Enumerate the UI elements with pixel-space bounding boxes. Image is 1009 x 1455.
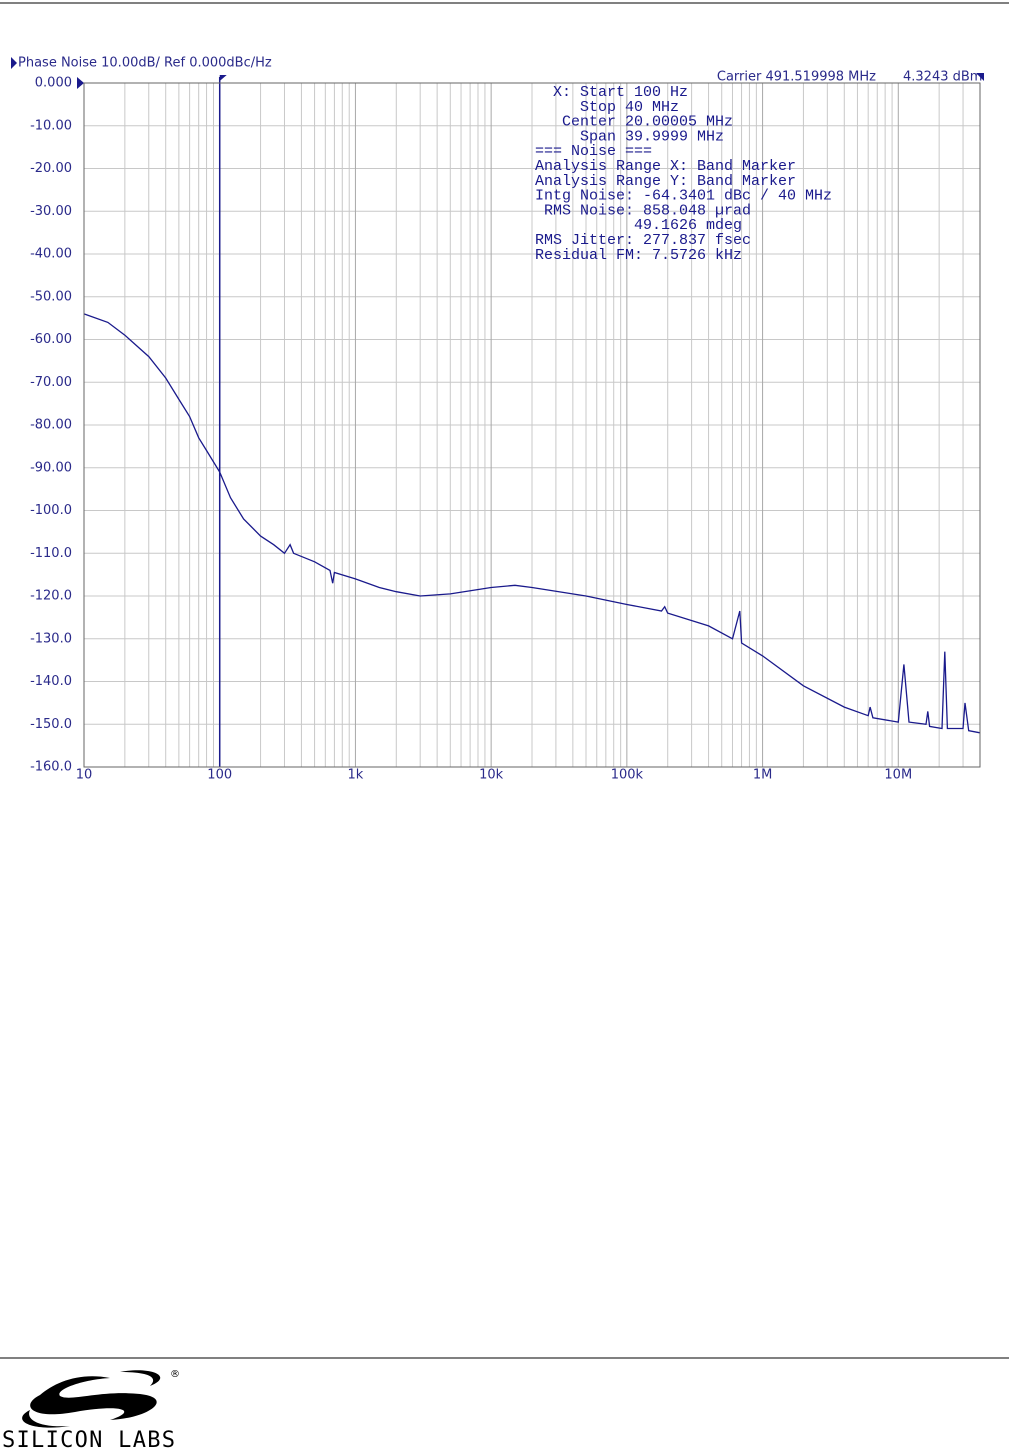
logo-swoosh <box>22 1410 70 1428</box>
annotation-line: Analysis Range X: Band Marker <box>535 158 796 175</box>
annotation-line: RMS Noise: 858.048 µrad <box>535 202 751 219</box>
annotation-line: Span 39.9999 MHz <box>535 128 724 145</box>
chart-title: Phase Noise 10.00dB/ Ref 0.000dBc/Hz <box>18 56 272 71</box>
logo-swoosh <box>120 1370 161 1386</box>
y-tick-label: -160.0 <box>30 760 72 775</box>
y-tick-label: -120.0 <box>30 589 72 604</box>
annotation-line: === Noise === <box>535 143 652 160</box>
y-tick-label: -140.0 <box>30 674 72 689</box>
right-marker <box>976 73 984 81</box>
carrier-level: 4.3243 dBm <box>903 70 982 85</box>
plot-frame <box>83 82 981 768</box>
y-tick-label: -40.00 <box>30 247 72 262</box>
x-tick-label: 1M <box>753 768 773 783</box>
trace <box>83 313 981 734</box>
annotation-line: X: Start 100 Hz <box>535 84 688 101</box>
carrier: Carrier 491.519998 MHz <box>717 70 876 85</box>
registered: ® <box>170 1369 180 1380</box>
annotation-line: Center 20.00005 MHz <box>535 114 733 131</box>
y-tick-label: -50.00 <box>30 289 72 304</box>
title-marker <box>11 57 17 69</box>
logo: SILICON LABS ® <box>2 1369 180 1453</box>
y-tick-label: -150.0 <box>30 717 72 732</box>
annotation-line: Stop 40 MHz <box>535 99 679 116</box>
x-tick-label: 100k <box>611 768 644 783</box>
x-tick-label: 1k <box>348 768 364 783</box>
x-tick-label: 10M <box>884 768 912 783</box>
y-tick-label: -90.00 <box>30 460 72 475</box>
ref-marker <box>77 77 84 89</box>
y-tick-label: -20.00 <box>30 161 72 176</box>
y-tick-label: -70.00 <box>30 375 72 390</box>
y-tick-label: -80.00 <box>30 418 72 433</box>
logo-mark <box>30 1376 157 1420</box>
x-tick-label: 10 <box>76 768 93 783</box>
annotation-line: Intg Noise: -64.3401 dBc / 40 MHz <box>535 188 832 205</box>
annotation-line: Residual FM: 7.5726 kHz <box>535 247 742 264</box>
y-tick-label: -10.00 <box>30 118 72 133</box>
x-tick-label: 10k <box>479 768 504 783</box>
y-tick-label: -130.0 <box>30 631 72 646</box>
annotation-line: 49.1626 mdeg <box>535 217 742 234</box>
logo-text: SILICON LABS <box>2 1428 178 1451</box>
y-tick-label: -110.0 <box>30 546 72 561</box>
y-tick-label: -30.00 <box>30 204 72 219</box>
x-tick-label: 100 <box>207 768 232 783</box>
y-tick-label: 0.000 <box>35 76 72 91</box>
annotation-line: RMS Jitter: 277.837 fsec <box>535 232 751 249</box>
y-tick-label: -100.0 <box>30 503 72 518</box>
band-marker-flag <box>219 75 227 81</box>
annotation-line: Analysis Range Y: Band Marker <box>535 173 796 190</box>
y-tick-label: -60.00 <box>30 332 72 347</box>
